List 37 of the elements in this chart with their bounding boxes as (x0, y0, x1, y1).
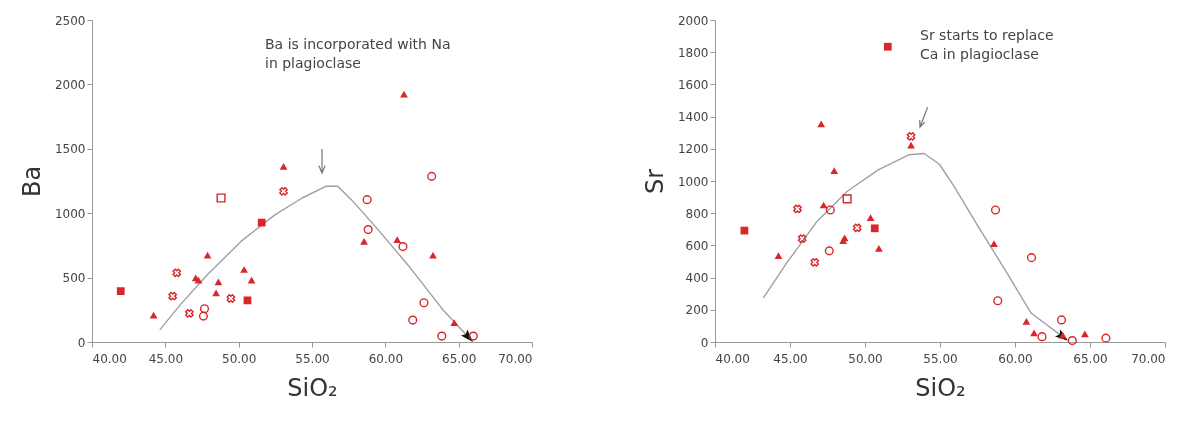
x-axis-title: SiO₂ (915, 373, 966, 402)
x-tick-label: 45.00 (148, 351, 184, 366)
y-tick-label: 500 (62, 271, 86, 286)
annotation: Ba is incorporated with Na in plagioclase (265, 36, 451, 71)
annotation: Sr starts to replace Ca in plagioclase (920, 27, 1054, 62)
y-tick-label: 600 (685, 238, 709, 253)
y-axis-title: Sr (640, 168, 669, 195)
x-tick-label: 65.00 (441, 351, 477, 366)
y-axis-title: Ba (17, 165, 46, 198)
x-tick-label: 70.00 (498, 351, 533, 366)
y-tick-label: 1600 (677, 77, 709, 92)
y-tick-label: 0 (77, 335, 86, 350)
y-tick-label: 1800 (677, 45, 709, 60)
x-tick-label: 55.00 (295, 351, 330, 366)
y-tick-label: 400 (685, 271, 709, 286)
y-tick-label: 2000 (54, 77, 86, 92)
y-tick-label: 200 (685, 303, 709, 318)
y-tick-label: 1000 (54, 206, 86, 221)
x-tick-label: 55.00 (923, 351, 958, 366)
x-tick-label: 65.00 (1073, 351, 1108, 366)
y-tick-label: 0 (700, 335, 709, 350)
y-tick-label: 2000 (677, 13, 709, 28)
x-tick-label: 50.00 (848, 351, 883, 366)
x-tick-label: 60.00 (368, 351, 404, 366)
y-tick-label: 2500 (54, 13, 86, 28)
x-axis-title: SiO₂ (287, 373, 338, 402)
x-tick-label: 40.00 (715, 351, 750, 366)
y-tick-label: 1400 (677, 110, 709, 125)
y-tick-label: 1200 (677, 142, 709, 157)
y-tick-label: 1000 (677, 174, 709, 189)
x-tick-label: 70.00 (1131, 351, 1166, 366)
x-tick-label: 45.00 (773, 351, 808, 366)
y-tick-label: 1500 (54, 142, 86, 157)
x-tick-label: 60.00 (998, 351, 1033, 366)
x-tick-label: 40.00 (92, 351, 127, 366)
x-tick-label: 50.00 (221, 351, 257, 366)
y-tick-label: 800 (685, 206, 709, 221)
